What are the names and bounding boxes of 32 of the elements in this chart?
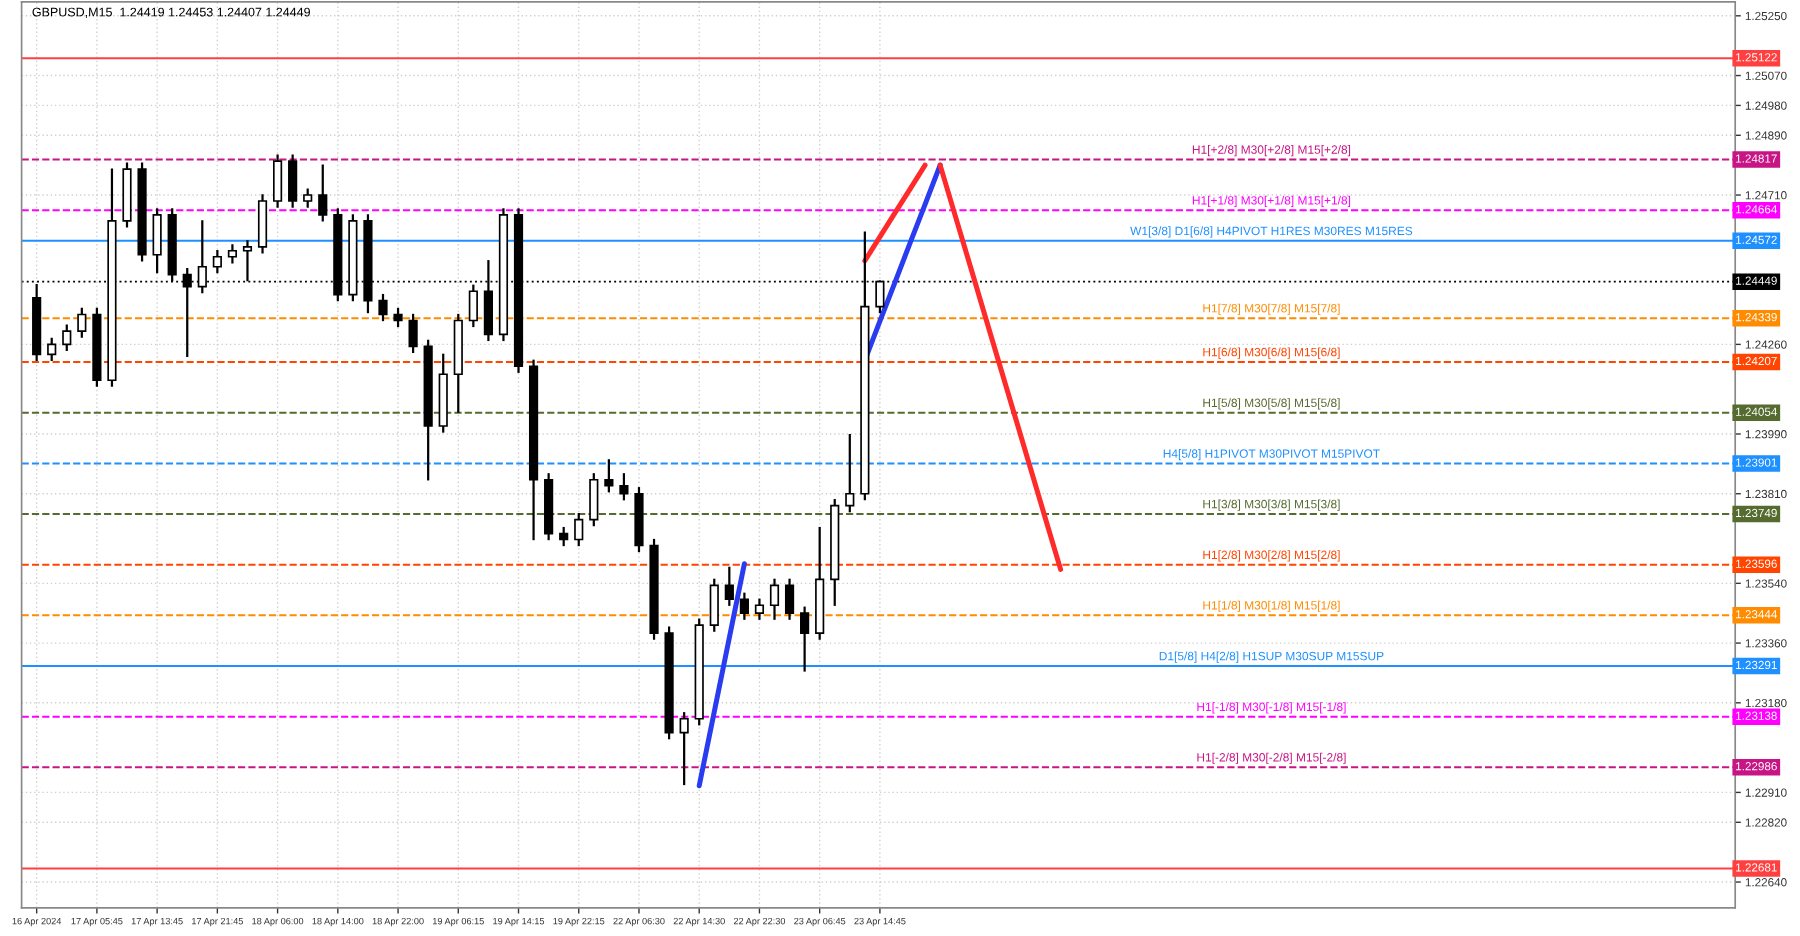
candlestick [227, 243, 238, 265]
line-series [862, 162, 928, 264]
candlestick [769, 577, 780, 621]
candlestick [589, 472, 599, 528]
candlestick [739, 591, 749, 621]
candlestick [77, 306, 87, 339]
candlestick [408, 312, 418, 355]
candlestick [257, 193, 268, 255]
candlestick [754, 597, 765, 621]
candlestick [212, 249, 222, 275]
candlestick [62, 323, 72, 353]
candlestick [604, 458, 614, 494]
line-series [937, 162, 1064, 572]
line-series [696, 561, 747, 789]
candlestick [724, 565, 734, 608]
candlestick [619, 472, 629, 502]
candlestick [47, 336, 57, 363]
candlestick [303, 187, 313, 209]
candlestick [784, 577, 795, 621]
candlestick [272, 153, 283, 209]
candlestick [800, 605, 810, 673]
candlestick [468, 283, 478, 329]
candlestick [574, 511, 584, 548]
candlestick [679, 711, 689, 787]
candlestick [559, 525, 569, 548]
candlestick [288, 153, 298, 209]
candlestick [845, 432, 855, 514]
candlestick [393, 306, 403, 329]
candlestick [378, 292, 388, 323]
candlestick [318, 163, 328, 223]
candlestick [709, 577, 719, 633]
candlestick [152, 207, 162, 275]
